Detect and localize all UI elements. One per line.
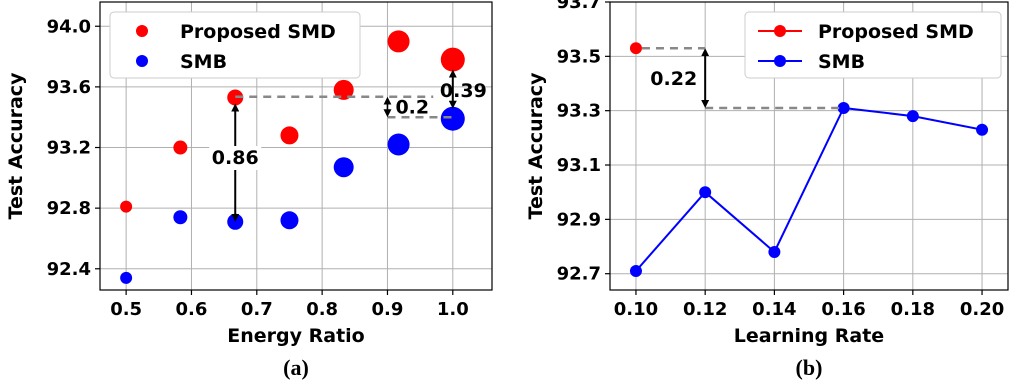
smb-point: [120, 271, 133, 284]
smb-point: [227, 213, 244, 230]
x-tick-label: 0.14: [752, 299, 796, 320]
plot-frame: [99, 1, 493, 291]
y-tick-label: 92.9: [557, 209, 601, 230]
x-tick-label: 0.18: [891, 299, 935, 320]
legend: Proposed SMD SMB: [744, 11, 1002, 79]
x-tick-label: 0.9: [372, 299, 404, 320]
x-axis-label: Energy Ratio: [227, 325, 364, 347]
y-axis-label: Test Accuracy: [5, 72, 27, 220]
y-tick-label: 92.7: [557, 264, 601, 285]
annotation-0-39: 0.39: [440, 80, 487, 102]
x-tick-label: 0.8: [306, 299, 338, 320]
x-tick-label: 0.16: [821, 299, 865, 320]
smb-line: [635, 106, 983, 272]
plot-frame: [609, 1, 1009, 291]
smb-point: [699, 186, 712, 199]
smb-point: [173, 210, 188, 225]
smd-point: [120, 200, 133, 213]
smb-point: [976, 123, 989, 136]
annotation-bg: [209, 146, 262, 170]
legend: Proposed SMD SMB: [109, 11, 361, 79]
legend-marker: [774, 55, 786, 67]
y-tick-label: 92.8: [47, 198, 91, 219]
smb-point: [280, 211, 299, 230]
y-tick-label: 93.1: [557, 155, 601, 176]
x-axis-label: Learning Rate: [734, 325, 884, 347]
smd-point: [440, 47, 465, 72]
x-tick-label: 0.6: [176, 299, 208, 320]
smd-point: [387, 30, 410, 53]
legend-label: SMB: [818, 51, 865, 73]
smd-point: [333, 79, 354, 100]
smb-point: [768, 245, 781, 258]
legend-label: SMB: [180, 51, 227, 73]
legend-marker: [136, 25, 148, 37]
x-tick-label: 0.10: [614, 299, 658, 320]
y-tick-label: 93.5: [557, 46, 601, 67]
y-tick-label: 92.4: [47, 259, 91, 280]
legend-box: [744, 11, 1002, 79]
smb-point: [906, 110, 919, 123]
y-tick-label: 93.3: [557, 101, 601, 122]
annotation-0-22: 0.22: [650, 68, 697, 90]
smd-point: [280, 126, 299, 145]
annotation-0-86: 0.86: [212, 147, 259, 169]
smd-point: [173, 140, 188, 155]
panel-caption: (b): [796, 355, 823, 380]
x-tick-label: 1.0: [437, 299, 469, 320]
chart-panel-b: 0.10 0.12 0.14 0.16 0.18 0.20 92.7 92.9 93.1 93.3…: [525, 0, 1009, 380]
x-tick-label: 0.20: [960, 299, 1004, 320]
x-tick-label: 0.5: [110, 299, 142, 320]
x-tick-label: 0.7: [241, 299, 273, 320]
annotation-0-2: 0.2: [395, 97, 429, 119]
smb-point: [837, 101, 850, 114]
y-tick-label: 94.0: [47, 16, 91, 37]
legend-marker: [774, 25, 786, 37]
legend-marker: [136, 55, 148, 67]
x-tick-label: 0.12: [683, 299, 727, 320]
smd-point: [629, 42, 642, 55]
y-tick-label: 93.6: [47, 77, 91, 98]
legend-label: Proposed SMD: [180, 21, 336, 43]
chart-panel-a: 0.5 0.6 0.7 0.8 0.9 1.0 92.4 92.8 93.2 93.6 94.0 En…: [5, 1, 493, 380]
smb-point: [629, 264, 642, 277]
panel-caption: (a): [283, 355, 309, 380]
legend-box: [109, 11, 361, 79]
legend-label: Proposed SMD: [818, 21, 974, 43]
smb-point: [333, 157, 354, 178]
y-tick-label: 93.2: [47, 138, 91, 159]
smb-point: [387, 133, 410, 156]
smb-point: [440, 106, 465, 131]
y-axis-label: Test Accuracy: [525, 72, 547, 220]
y-tick-label: 93.7: [557, 0, 601, 13]
